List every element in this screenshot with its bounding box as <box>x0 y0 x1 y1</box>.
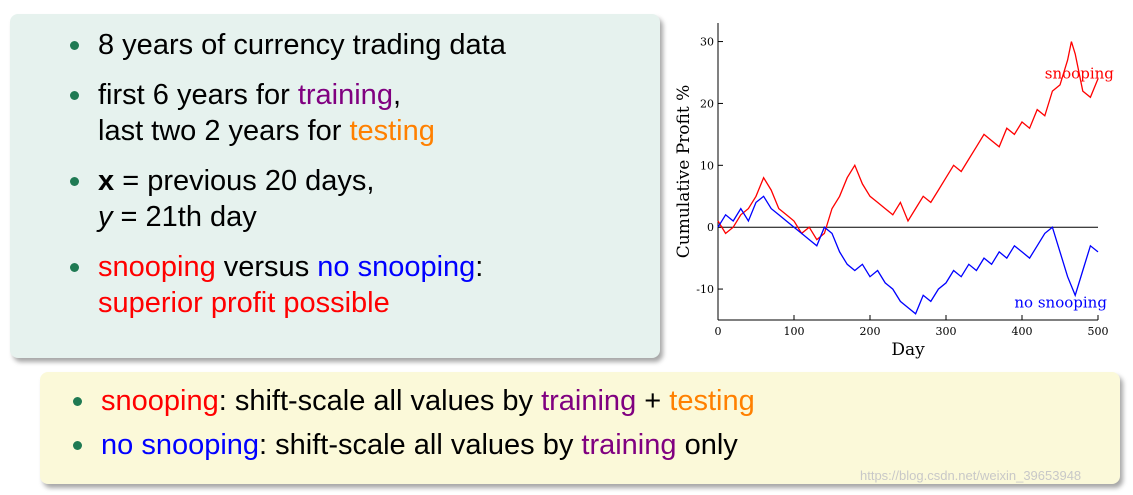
series-line-snooping <box>717 41 1099 241</box>
y-axis-label: Cumulative Profit % <box>674 85 694 258</box>
x-tick-label: 100 <box>784 325 805 338</box>
bullet-item: 8 years of currency trading data <box>70 27 506 63</box>
y-tick-label: 10 <box>700 159 714 172</box>
bullet-line: 8 years of currency trading data <box>98 27 506 63</box>
bullet-text: first 6 years for <box>98 79 298 111</box>
bullet-text: last two 2 years for <box>98 115 350 147</box>
x-tick-label: 400 <box>1012 325 1033 338</box>
bullet-text: no snooping <box>101 429 260 461</box>
bullet-line: snooping: shift-scale all values by trai… <box>101 383 755 419</box>
bullet-line: snooping versus no snooping: <box>98 249 506 285</box>
bullet-text: x <box>98 165 115 197</box>
summary-box <box>10 14 660 358</box>
x-tick-label: 0 <box>715 325 722 338</box>
bullet-text: training <box>581 429 677 461</box>
bullet-item: snooping versus no snooping: superior pro… <box>70 249 506 321</box>
bullet-line: last two 2 years for testing <box>98 113 506 149</box>
x-tick-label: 300 <box>936 325 957 338</box>
summary-bullet-list: 8 years of currency trading data first 6 … <box>70 27 506 335</box>
bullet-text: : shift-scale all values by <box>259 429 582 461</box>
bullet-text: + <box>636 385 670 417</box>
x-axis-label: Day <box>891 340 925 360</box>
bullet-text: = previous 20 days, <box>114 165 375 197</box>
bullet-text: training <box>297 79 393 111</box>
bullet-text: versus <box>215 251 318 283</box>
bullet-text: : <box>475 251 484 283</box>
bullet-line: superior profit possible <box>98 285 506 321</box>
note-bullet-list: snooping: shift-scale all values by trai… <box>73 383 755 471</box>
bullet-text: , <box>392 79 402 111</box>
bullet-line: x = previous 20 days, <box>98 163 506 199</box>
series-line-no-snooping <box>717 195 1099 315</box>
bullet-text: only <box>676 429 738 461</box>
bullet-text: 8 years of currency trading data <box>98 29 506 61</box>
y-tick-label: 30 <box>700 36 714 49</box>
bullet-text: snooping <box>98 251 216 283</box>
bullet-text: : shift-scale all values by <box>218 385 542 417</box>
y-tick-label: 20 <box>700 97 714 110</box>
x-tick-label: 500 <box>1088 325 1109 338</box>
bullet-text: y <box>98 201 113 233</box>
bullet-line: no snooping: shift-scale all values by t… <box>101 427 755 463</box>
bullet-line: first 6 years for training, <box>98 77 506 113</box>
bullet-text: superior profit possible <box>98 287 390 319</box>
bullet-text: testing <box>349 115 435 147</box>
y-tick-label: -10 <box>696 283 714 296</box>
bullet-text: testing <box>669 385 755 417</box>
bullet-item: x = previous 20 days, y = 21th day <box>70 163 506 235</box>
bullet-text: no snooping <box>317 251 476 283</box>
bullet-item: no snooping: shift-scale all values by t… <box>73 427 755 463</box>
x-tick-label: 200 <box>860 325 881 338</box>
bullet-line: y = 21th day <box>98 199 506 235</box>
bullet-text: snooping <box>101 385 219 417</box>
bullet-item: snooping: shift-scale all values by trai… <box>73 383 755 419</box>
series-annotation: no snooping <box>1014 294 1107 312</box>
bullet-text: training <box>541 385 637 417</box>
bullet-text: = 21th day <box>112 201 257 233</box>
watermark: https://blog.csdn.net/weixin_39653948 <box>860 468 1082 483</box>
note-box <box>40 372 1120 484</box>
bullet-item: first 6 years for training, last two 2 ye… <box>70 77 506 149</box>
cumulative-profit-chart: 0 100 200 300 400 500 -10 0 10 20 30 Day Cumulative … <box>674 23 1114 360</box>
y-tick-label: 0 <box>707 221 714 234</box>
series-annotation: snooping <box>1045 65 1114 83</box>
